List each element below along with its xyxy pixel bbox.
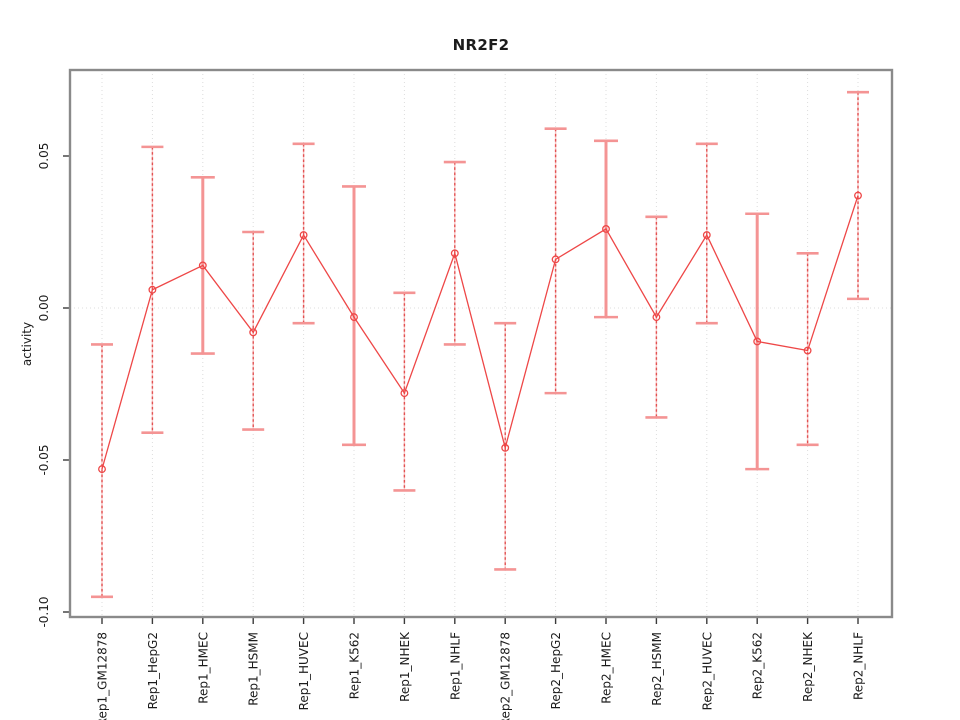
data-point-marker: [753, 337, 762, 346]
x-tick-label: Rep1_NHLF: [448, 632, 462, 700]
x-tick-label: Rep1_HepG2: [146, 632, 160, 709]
data-point-marker: [299, 231, 308, 239]
x-tick-label: Rep2_HUVEC: [700, 632, 714, 710]
x-tick-label: Rep2_HSMM: [650, 632, 664, 706]
x-tick-label: Rep1_HSMM: [247, 632, 261, 706]
y-tick-label: 0.05: [37, 143, 51, 170]
y-axis: 0.05 0.00 -0.05 -0.10: [37, 143, 70, 628]
x-tick-label: Rep1_GM12878: [96, 632, 110, 720]
gridlines: [70, 70, 892, 617]
x-tick-label: Rep2_K562: [751, 632, 765, 699]
data-points: [98, 191, 862, 474]
data-point-marker: [602, 225, 610, 233]
x-tick-label: Rep2_NHEK: [801, 631, 815, 702]
data-point-marker: [198, 261, 207, 270]
x-axis: Rep1_GM12878 Rep1_HepG2 Rep1_HMEC Rep1_HSMM…: [96, 617, 866, 720]
x-tick-label: Rep1_K562: [348, 632, 362, 699]
data-point-marker: [148, 285, 157, 294]
x-tick-label: Rep1_HMEC: [196, 632, 210, 704]
data-point-marker: [450, 249, 459, 258]
data-point-marker: [803, 346, 812, 355]
data-point-marker: [702, 231, 711, 239]
x-tick-label: Rep1_NHEK: [398, 631, 412, 702]
x-tick-label: Rep2_GM12878: [499, 632, 513, 720]
plot-box-border: [68, 68, 894, 619]
data-point-marker: [551, 255, 560, 264]
x-tick-label: Rep2_HMEC: [600, 632, 614, 704]
data-point-marker: [854, 191, 862, 200]
x-tick-label: Rep2_HepG2: [549, 632, 563, 709]
data-point-marker: [350, 313, 358, 322]
x-tick-label: Rep1_HUVEC: [297, 632, 311, 710]
data-point-marker: [98, 465, 106, 474]
data-point-marker: [249, 328, 258, 337]
y-tick-label: -0.05: [37, 444, 51, 475]
data-point-marker: [501, 443, 510, 452]
y-tick-label: -0.10: [37, 596, 51, 627]
data-point-marker: [400, 389, 409, 398]
series-line: [101, 195, 859, 470]
y-tick-label: 0.00: [37, 295, 51, 322]
x-tick-label: Rep2_NHLF: [852, 632, 866, 700]
error-bars: [91, 90, 869, 599]
series-polyline: [101, 195, 859, 470]
chart-title: NR2F2: [452, 36, 510, 54]
data-point-marker: [652, 313, 661, 322]
